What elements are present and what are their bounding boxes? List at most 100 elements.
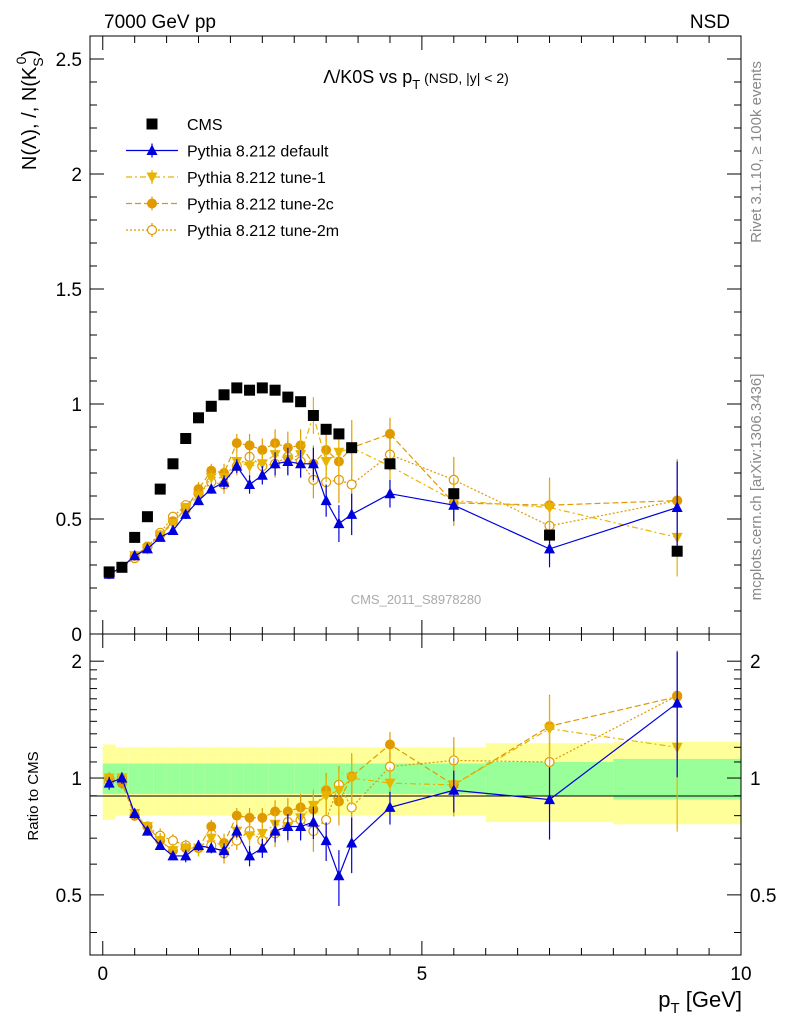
series-3-point [384,428,395,439]
series-1-point [205,483,217,494]
stat-band-segment [153,763,167,794]
series-2-point [333,447,345,459]
legend-marker-0 [146,118,158,130]
series-2-ratio-point [180,843,192,855]
series-1-point [167,524,179,535]
legend-label-3: Pythia 8.212 tune-2c [187,197,334,214]
header-left: 7000 GeV pp [104,12,216,33]
series-0-point [180,433,192,444]
series-1-point [141,542,153,554]
series-1-point [671,501,683,512]
series-2-ratio-point [307,800,319,812]
series-4-point [346,479,357,490]
series-0-point [256,382,268,394]
series-3-ratio-point [282,806,293,817]
series-2-point [244,461,256,473]
series-2-ratio-point [205,833,217,845]
ratio-y-tick-label: 0.5 [56,886,82,907]
ylabel-close: ) [19,50,41,57]
series-0-point [167,458,179,470]
title-main-part: Λ/K0S vs p [323,67,412,87]
series-0-point [384,458,396,470]
main-y-tick-label: 1.5 [56,280,82,301]
series-1-ratio-point [295,820,307,832]
series-0-point [448,488,460,500]
series-0-point [129,531,141,543]
main-axes: 0 0.5 1 1.5 2 2.5 [56,36,742,646]
series-0-point [333,428,345,440]
series-2-ratio-point [346,773,358,785]
series-0-point [218,389,230,401]
title-subscript: T [412,77,420,92]
series-0-point [141,511,153,523]
stat-band-segment [243,763,256,794]
stat-band-segment [307,763,320,794]
stat-band-segment [217,763,231,794]
series-1-ratio-point [244,849,256,861]
legend-label-2: Pythia 8.212 tune-1 [187,170,326,187]
series-1-ratio-point [116,772,128,783]
ratio-panel: 0.5 0.5 1 1 2 2 Ratio to CMS [25,633,776,956]
series-1-ratio-point [346,837,358,848]
series-1-ratio-point [256,842,268,853]
series-1-point [448,499,460,510]
series-0-point [295,396,307,408]
series-1-ratio-point [167,849,179,861]
series-1-point [346,508,358,519]
series-0-point [193,412,204,424]
series-3-ratio-point [244,812,255,823]
legend-label-1: Pythia 8.212 default [187,144,329,161]
series-2-ratio-point [244,831,256,842]
ratio-plot-marks [103,650,683,907]
ratio-bands [102,741,741,825]
legend-marker-3 [147,198,157,209]
series-0-point [671,545,683,557]
series-2-ratio-point [384,778,396,790]
series-1-ratio-point [671,697,683,708]
series-3-line [108,433,678,573]
main-y-tick-label: 1 [71,395,82,416]
series-1-ratio-point [154,839,166,851]
series-1-ratio-point [384,801,396,812]
stat-band-segment [230,763,244,794]
x-axis-label: pT [GeV] [658,987,742,1017]
x-tick-label: 0 [97,964,108,985]
chart-title: Λ/K0S vs pT (NSD, |y| < 2) [323,67,509,92]
series-1-ratio-point [180,849,192,861]
series-0-point [544,529,556,541]
series-3-point [257,445,268,455]
series-1-ratio-point [544,793,556,805]
legend-marker-1 [146,144,158,155]
ratio-y-tick-label-right: 1 [750,769,761,790]
series-1-ratio-line [108,702,678,878]
series-4-line [108,453,678,575]
x-tick-label: 10 [730,964,751,985]
series-0-point [307,410,319,421]
series-0-point [269,384,281,396]
series-1-point [295,457,307,469]
x-axis-tick-labels: 0 5 10 [97,964,751,985]
stat-band-segment [179,763,193,794]
series-1-ratio-point [333,869,345,881]
series-1-ratio-point [448,784,460,795]
main-y-tick-label: 0 [71,625,82,646]
series-3-ratio-point [206,821,217,832]
series-1-point [154,531,166,542]
ratio-y-tick-label: 2 [71,652,82,673]
stat-band-segment [268,763,282,794]
series-1-ratio-point [282,820,294,832]
ratio-y-tick-label: 1 [71,769,82,790]
stat-band-segment [166,763,180,794]
series-3-ratio-point [384,739,395,750]
series-2-point [320,457,332,468]
series-3-point [244,440,255,451]
series-1-point [256,469,268,480]
series-1-point [218,476,230,487]
mcplots-label: mcplots.cern.ch [arXiv:1306.3436] [748,374,765,601]
ylabel-superscript: 0 [13,56,29,64]
legend-label-0: CMS [187,117,223,134]
stat-band-segment [192,763,205,794]
ylabel-part: N(Λ), /, N(K [19,66,41,170]
series-0-point [103,566,115,578]
